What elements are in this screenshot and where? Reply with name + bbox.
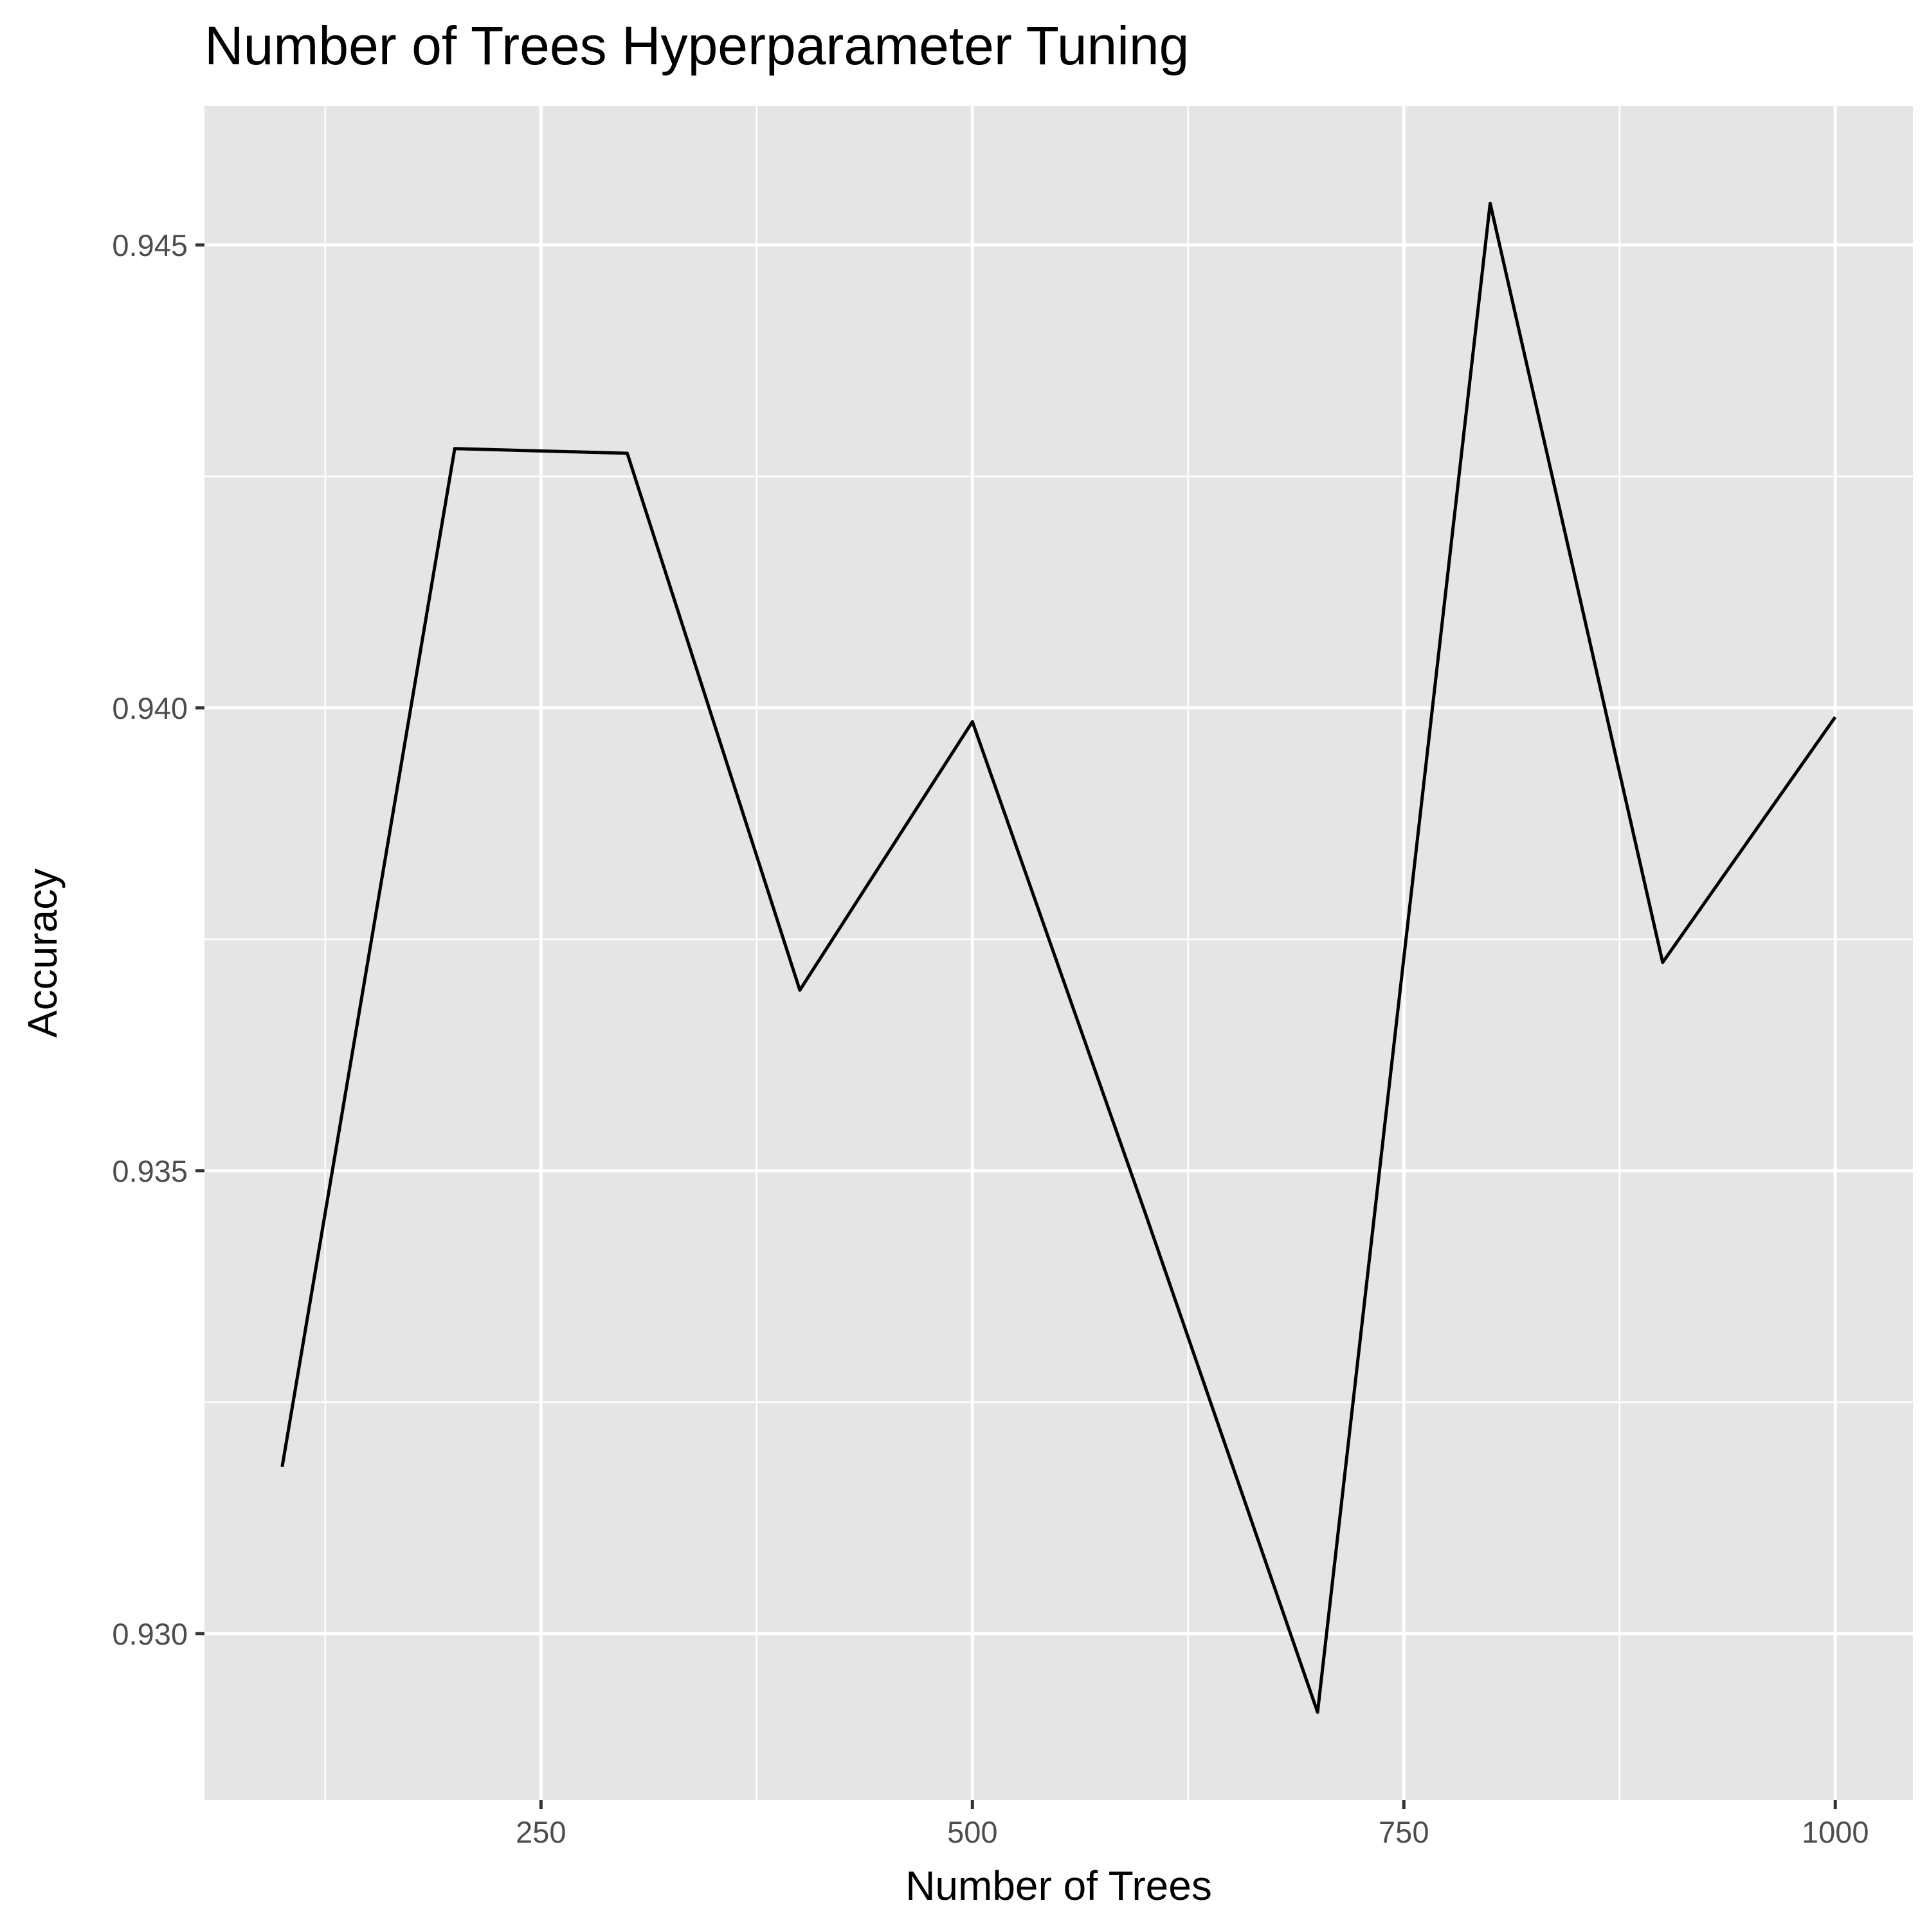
chart-title: Number of Trees Hyperparameter Tuning [204,15,1189,76]
y-tick-label: 0.930 [112,1617,188,1651]
y-axis-title: Accuracy [19,869,66,1038]
x-tick-label: 250 [516,1815,566,1849]
x-axis-title: Number of Trees [905,1863,1212,1909]
plot-panel [204,106,1913,1800]
x-tick-label: 500 [947,1815,997,1849]
y-tick-label: 0.935 [112,1154,188,1188]
y-tick-label: 0.945 [112,228,188,262]
data-series-line [280,201,1837,1714]
panel-background [204,106,1913,1800]
y-tick-label: 0.940 [112,691,188,725]
x-tick-label: 750 [1379,1815,1429,1849]
x-tick-label: 1000 [1802,1815,1869,1849]
